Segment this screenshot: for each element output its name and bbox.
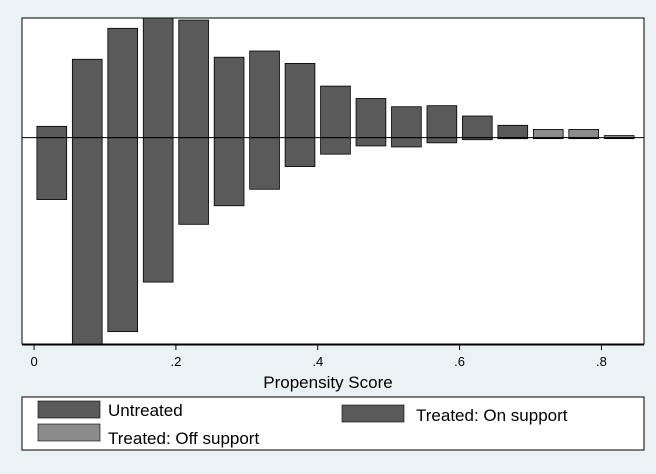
legend-label: Treated: Off support bbox=[108, 429, 259, 448]
legend-swatch bbox=[37, 423, 101, 442]
bar-treated-on-support-6 bbox=[249, 50, 280, 139]
bar-treated-off-support-1 bbox=[568, 129, 600, 139]
x-axis-title: Propensity Score bbox=[263, 373, 392, 392]
bar-treated-on-support-12 bbox=[462, 115, 493, 139]
x-ticks: 0 .2 .4 .6 .8 bbox=[30, 345, 607, 369]
bar-untreated-10 bbox=[391, 137, 422, 148]
bar-treated-on-support-11 bbox=[426, 105, 458, 139]
bar-treated-on-support-10 bbox=[391, 106, 422, 139]
bar-treated-on-support-9 bbox=[355, 98, 387, 139]
x-tick-label: .8 bbox=[596, 354, 607, 369]
bar-untreated-7 bbox=[284, 137, 316, 167]
bar-untreated-9 bbox=[355, 137, 387, 147]
x-tick-label: .4 bbox=[312, 354, 323, 369]
bar-treated-on-support-13 bbox=[497, 124, 529, 139]
legend-swatch bbox=[37, 400, 101, 419]
legend-swatch bbox=[341, 404, 405, 423]
bar-untreated-8 bbox=[320, 137, 351, 155]
legend-label: Untreated bbox=[108, 401, 183, 420]
legend-box bbox=[21, 396, 645, 451]
bar-untreated-2 bbox=[107, 137, 139, 333]
legend: Untreated Treated: On support Treated: Off… bbox=[37, 400, 568, 448]
x-tick-label: 0 bbox=[30, 354, 37, 369]
bar-treated-on-support-0 bbox=[36, 125, 68, 139]
x-tick-label: .2 bbox=[170, 354, 181, 369]
bar-treated-on-support-7 bbox=[284, 62, 316, 139]
bar-untreated-1 bbox=[71, 137, 103, 345]
bar-untreated-3 bbox=[142, 137, 174, 283]
bar-untreated-0 bbox=[36, 137, 68, 200]
bar-treated-on-support-2 bbox=[107, 27, 139, 139]
x-tick-label: .6 bbox=[454, 354, 465, 369]
bar-untreated-11 bbox=[426, 137, 458, 144]
bar-treated-on-support-3 bbox=[142, 17, 174, 139]
bar-treated-off-support-0 bbox=[532, 129, 564, 139]
bar-treated-on-support-8 bbox=[320, 85, 351, 139]
bar-treated-on-support-5 bbox=[213, 56, 245, 139]
bars-group bbox=[36, 17, 635, 345]
bar-untreated-4 bbox=[178, 137, 209, 225]
bar-untreated-6 bbox=[249, 137, 280, 190]
bar-treated-on-support-4 bbox=[178, 19, 209, 139]
legend-label: Treated: On support bbox=[416, 406, 568, 425]
bar-untreated-5 bbox=[213, 137, 245, 207]
bar-treated-on-support-1 bbox=[71, 58, 103, 139]
